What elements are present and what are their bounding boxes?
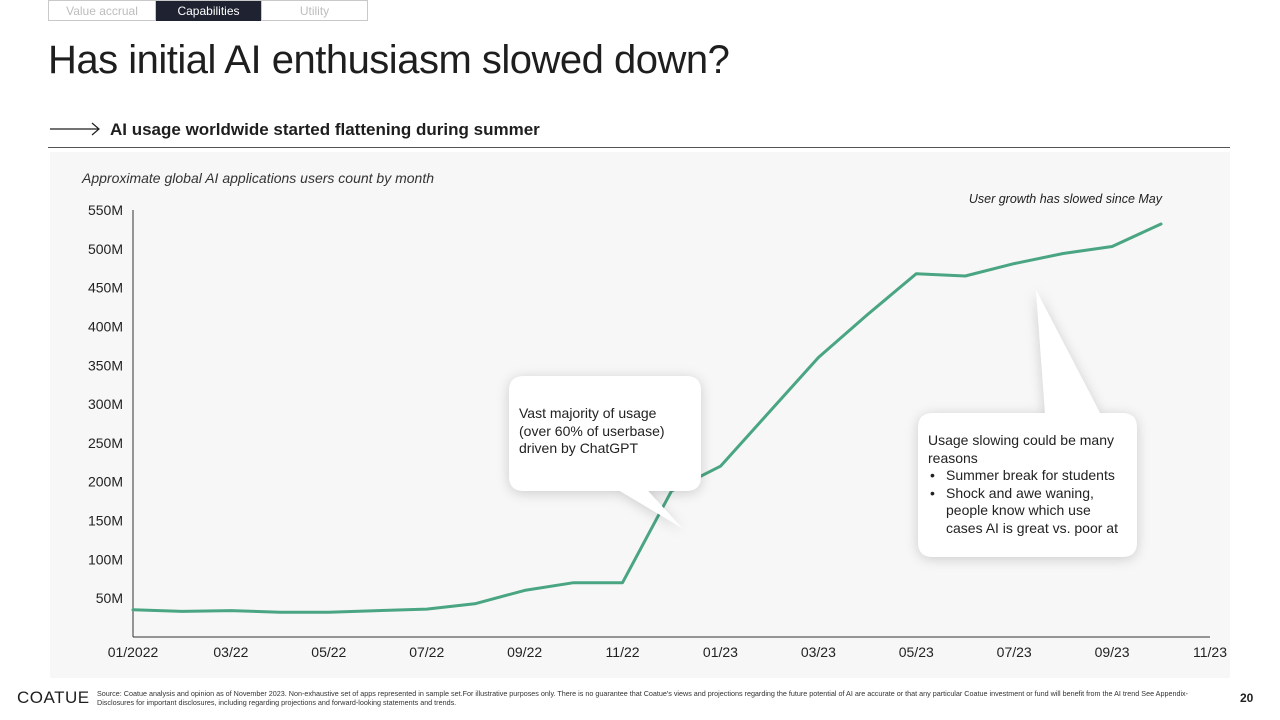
tab-utility[interactable]: Utility [261, 1, 367, 21]
y-tick-label: 500M [88, 241, 123, 257]
x-tick-label: 05/22 [311, 644, 346, 660]
list-item: Summer break for students [928, 467, 1128, 485]
x-tick-label: 05/23 [899, 644, 934, 660]
subtitle-bar: AI usage worldwide started flattening du… [48, 118, 1230, 148]
source-note: Source: Coatue analysis and opinion as o… [97, 689, 1189, 707]
brand-logo: COATUE [17, 688, 90, 707]
chart-title: Approximate global AI applications users… [82, 170, 435, 186]
callout-chatgpt-text: Vast majority of usage (over 60% of user… [519, 405, 665, 456]
x-tick-label: 03/23 [801, 644, 836, 660]
callout-slowing-text: Usage slowing could be many reasons Summ… [928, 432, 1128, 537]
x-tick-label: 09/22 [507, 644, 542, 660]
y-tick-label: 100M [88, 551, 123, 567]
y-tick-label: 50M [96, 590, 123, 606]
x-tick-label: 03/22 [213, 644, 248, 660]
arrow-right-icon [50, 122, 100, 136]
y-tick-label: 150M [88, 513, 123, 529]
x-tick-label: 01/23 [703, 644, 738, 660]
slide-subtitle: AI usage worldwide started flattening du… [110, 120, 540, 139]
y-tick-label: 450M [88, 280, 123, 296]
x-tick-label: 07/23 [997, 644, 1032, 660]
y-tick-label: 550M [88, 202, 123, 218]
tab-capabilities[interactable]: Capabilities [155, 1, 261, 21]
chart-annotation: User growth has slowed since May [968, 192, 1162, 206]
x-tick-label: 07/22 [409, 644, 444, 660]
x-tick-label: 01/2022 [108, 644, 159, 660]
list-item: Shock and awe waning, people know which … [928, 485, 1128, 538]
x-tick-label: 11/22 [606, 644, 640, 660]
y-tick-label: 200M [88, 474, 123, 490]
section-tabs: Value accrual Capabilities Utility [48, 0, 368, 21]
callout-bubble-chatgpt [509, 376, 701, 528]
y-tick-label: 400M [88, 318, 123, 334]
callout-slowing-list: Summer break for students Shock and awe … [928, 467, 1128, 537]
page-title: Has initial AI enthusiasm slowed down? [48, 38, 730, 82]
tab-value-accrual[interactable]: Value accrual [66, 4, 138, 18]
callout-slowing-intro: Usage slowing could be many reasons [928, 432, 1114, 466]
y-tick-label: 300M [88, 396, 123, 412]
x-tick-label: 11/23 [1193, 644, 1227, 660]
x-tick-label: 09/23 [1095, 644, 1130, 660]
y-tick-label: 350M [88, 357, 123, 373]
series-line [131, 222, 1163, 614]
page-number: 20 [1240, 691, 1254, 705]
y-tick-label: 250M [88, 435, 123, 451]
